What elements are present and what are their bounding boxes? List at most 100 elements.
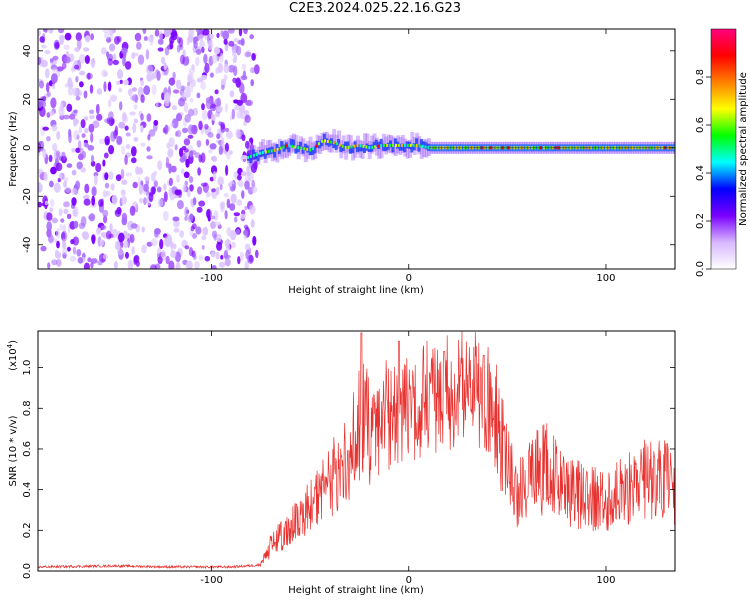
track-peak: [315, 144, 318, 148]
snr-y-scale-label: (x104): [6, 340, 19, 371]
noise-blob: [112, 53, 117, 62]
noise-blob: [56, 130, 61, 140]
noise-blob: [184, 216, 188, 221]
noise-blob: [71, 148, 76, 153]
noise-blob: [168, 260, 175, 269]
noise-blob: [77, 140, 82, 151]
noise-blob: [75, 180, 81, 190]
noise-blob: [125, 251, 129, 259]
noise-blob: [129, 111, 136, 116]
noise-blob: [54, 42, 60, 49]
noise-blob: [202, 29, 210, 36]
spectrogram-y-axis-label: Frequency (Hz): [8, 111, 19, 187]
snr-series-line: [38, 331, 675, 570]
noise-blob: [121, 195, 127, 206]
noise-blob: [62, 247, 68, 255]
track-core: [275, 144, 279, 151]
noise-blob: [131, 94, 139, 102]
track-core: [393, 138, 397, 146]
noise-blob: [205, 208, 212, 219]
noise-blob: [189, 150, 194, 158]
track-core: [325, 138, 329, 146]
noise-blob: [241, 171, 247, 177]
noise-blob: [76, 38, 82, 50]
noise-blob: [168, 137, 175, 148]
noise-blob: [60, 101, 64, 112]
track-core: [327, 139, 331, 147]
noise-blob: [130, 223, 138, 229]
noise-blob: [143, 36, 148, 41]
snr-plot: -100 0 100 0.0 0.2 0.4 0.6 0.8 1.0 Height of st…: [6, 330, 676, 596]
noise-blob: [38, 30, 42, 37]
noise-blob: [69, 255, 77, 262]
noise-blob: [66, 51, 70, 57]
track-peak: [397, 143, 400, 147]
noise-blob: [220, 123, 226, 133]
noise-blob: [216, 234, 222, 242]
noise-blob: [168, 163, 172, 174]
track-core: [277, 147, 281, 155]
noise-blob: [216, 105, 223, 113]
track-core: [408, 141, 411, 149]
noise-blob: [46, 212, 53, 221]
noise-blob: [76, 161, 83, 170]
y-tick-label: 0.6: [22, 441, 33, 457]
noise-blob: [147, 64, 154, 72]
noise-blob: [156, 247, 162, 255]
noise-blob: [237, 174, 242, 181]
noise-blob: [157, 198, 164, 208]
track-peak: [332, 141, 335, 145]
noise-blob: [159, 238, 164, 250]
noise-blob: [170, 30, 178, 41]
noise-blob: [83, 90, 88, 99]
noise-blob: [63, 180, 67, 188]
track-halo: [379, 140, 384, 159]
noise-blob: [214, 89, 219, 95]
noise-blob: [195, 226, 202, 235]
noise-blob: [133, 118, 138, 124]
track-peak: [326, 140, 329, 143]
noise-blob: [154, 228, 161, 235]
noise-blob: [52, 67, 58, 73]
track-peak: [270, 149, 273, 153]
noise-blob: [46, 112, 51, 118]
colorbar-ticks: 0.0 0.2 0.4 0.6 0.8: [695, 69, 711, 277]
noise-blob: [70, 239, 75, 245]
noise-blob: [189, 98, 194, 103]
track-peak: [312, 147, 315, 151]
noise-blob: [87, 72, 91, 80]
noise-blob: [73, 64, 80, 70]
noise-blob: [99, 254, 103, 260]
noise-blob: [101, 47, 107, 55]
noise-blob: [168, 29, 173, 34]
noise-blob: [55, 150, 60, 159]
noise-blob: [103, 215, 108, 224]
track-core: [337, 139, 340, 146]
noise-blob: [129, 205, 136, 216]
snr-y-axis-label: SNR (10 * v/v): [8, 415, 19, 486]
noise-blob: [75, 76, 79, 83]
noise-blob: [204, 255, 211, 262]
noise-blob: [179, 96, 187, 102]
noise-blob: [110, 94, 118, 102]
noise-blob: [46, 221, 52, 232]
noise-blob: [38, 56, 42, 65]
track-core: [381, 143, 385, 151]
noise-blob: [71, 65, 75, 73]
noise-blob: [73, 118, 80, 125]
track-peak: [412, 143, 415, 147]
noise-blob: [52, 55, 59, 61]
noise-blob: [95, 103, 100, 115]
noise-blob: [183, 171, 190, 179]
noise-blob: [208, 149, 213, 154]
track-core: [386, 142, 390, 150]
track-halo: [353, 139, 358, 158]
noise-blob: [213, 210, 219, 221]
noise-blob: [121, 114, 129, 124]
noise-blob: [211, 265, 217, 269]
track-core: [310, 148, 314, 155]
noise-blob: [174, 251, 181, 263]
noise-blob: [127, 259, 134, 269]
noise-blob: [83, 47, 90, 52]
noise-blob: [225, 127, 229, 132]
